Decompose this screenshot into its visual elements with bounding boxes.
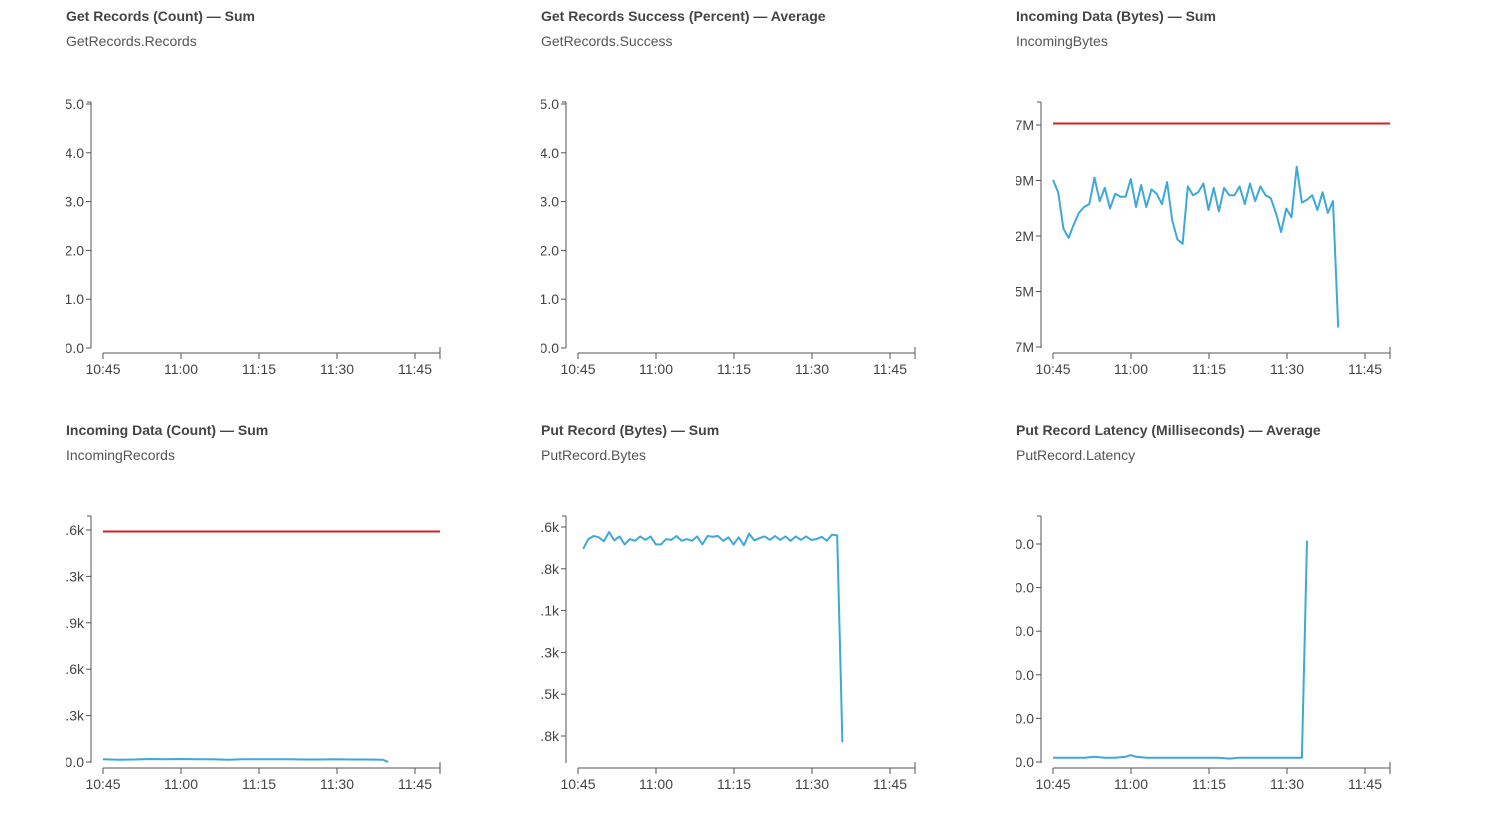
x-tick-label: 11:00	[639, 776, 673, 792]
y-tick-label: 390.6k	[66, 661, 85, 677]
y-tick-label: 39.1k	[541, 603, 560, 619]
chart-plot: 58.6k 48.8k 39.1k 29.3k 19.5k 9.8k 10:45 11:00 1…	[541, 414, 961, 819]
series-line	[103, 759, 388, 762]
chart-panel-get-records-success: Get Records Success (Percent) — Average …	[541, 0, 1011, 405]
y-tick-label: 1.0	[541, 291, 559, 307]
y-tick-label: 572.2M	[1016, 228, 1034, 244]
y-tick-label: 100.0	[1016, 667, 1034, 683]
y-tick-label: 0.0	[541, 340, 559, 356]
x-tick-label: 11:45	[1348, 776, 1382, 792]
y-tick-label: 50.0	[1016, 710, 1034, 726]
y-tick-label: 48.8k	[541, 561, 560, 577]
x-tick-label: 11:00	[164, 776, 198, 792]
chart-panel-incoming-bytes: Incoming Data (Bytes) — Sum IncomingByte…	[1016, 0, 1486, 405]
series-line	[583, 532, 842, 742]
y-tick-label: 150.0	[1016, 623, 1034, 639]
y-tick-label: 4.0	[66, 145, 84, 161]
x-tick-label: 11:30	[795, 776, 829, 792]
y-tick-label: 5.0	[541, 96, 559, 112]
x-tick-label: 10:45	[85, 776, 120, 792]
y-tick-label: 29.3k	[541, 644, 560, 660]
chart-plot: 5.0 4.0 3.0 2.0 1.0 0.010:45 11:00 11:15 11:30 11…	[541, 0, 961, 405]
y-tick-label: 250.0	[1016, 536, 1034, 552]
y-tick-label: 3.0	[541, 194, 559, 210]
y-tick-label: 200.0	[1016, 580, 1034, 596]
x-tick-label: 11:15	[1192, 361, 1226, 377]
x-tick-label: 10:45	[560, 361, 595, 377]
y-tick-label: 190.7M	[1016, 339, 1034, 355]
chart-panel-get-records-count: Get Records (Count) — Sum GetRecords.Rec…	[66, 0, 536, 405]
x-tick-label: 11:30	[1270, 776, 1304, 792]
chart-panel-put-record-latency: Put Record Latency (Milliseconds) — Aver…	[1016, 414, 1486, 819]
x-tick-label: 10:45	[1035, 776, 1070, 792]
x-tick-label: 11:30	[1270, 361, 1304, 377]
x-tick-label: 11:45	[398, 776, 432, 792]
x-tick-label: 11:15	[717, 776, 751, 792]
x-tick-label: 11:15	[242, 361, 276, 377]
x-tick-label: 11:45	[398, 361, 432, 377]
series-line	[1053, 541, 1307, 759]
chart-plot: 976.6k 781.3k 585.9k 390.6k 195.3k 0.010:45 11…	[66, 414, 486, 819]
chart-panel-incoming-records: Incoming Data (Count) — Sum IncomingReco…	[66, 414, 536, 819]
y-tick-label: 953.7M	[1016, 117, 1034, 133]
x-tick-label: 10:45	[1035, 361, 1070, 377]
x-tick-label: 11:15	[717, 361, 751, 377]
x-tick-label: 10:45	[85, 361, 120, 377]
x-tick-label: 11:00	[164, 361, 198, 377]
y-tick-label: 0.0	[1016, 754, 1034, 770]
x-tick-label: 11:45	[873, 361, 907, 377]
y-tick-label: 976.6k	[66, 522, 85, 538]
chart-plot: 250.0 200.0 150.0 100.0 50.0 0.010:45 11:00 11:…	[1016, 414, 1436, 819]
y-tick-label: 585.9k	[66, 615, 85, 631]
y-tick-label: 195.3k	[66, 708, 85, 724]
y-tick-label: 3.0	[66, 194, 84, 210]
y-tick-label: 762.9M	[1016, 173, 1034, 189]
x-tick-label: 11:30	[320, 776, 354, 792]
y-tick-label: 2.0	[66, 242, 84, 258]
x-tick-label: 11:15	[242, 776, 276, 792]
x-tick-label: 11:45	[873, 776, 907, 792]
x-tick-label: 11:00	[1114, 361, 1148, 377]
chart-panel-put-record-bytes: Put Record (Bytes) — Sum PutRecord.Bytes…	[541, 414, 1011, 819]
series-line	[1053, 167, 1338, 328]
x-tick-label: 10:45	[560, 776, 595, 792]
y-tick-label: 2.0	[541, 242, 559, 258]
y-tick-label: 19.5k	[541, 686, 560, 702]
chart-plot: 5.0 4.0 3.0 2.0 1.0 0.010:45 11:00 11:15 11:30 11…	[66, 0, 486, 405]
x-tick-label: 11:15	[1192, 776, 1226, 792]
y-tick-label: 1.0	[66, 291, 84, 307]
y-tick-label: 0.0	[66, 340, 84, 356]
y-tick-label: 781.3k	[66, 568, 85, 584]
x-tick-label: 11:30	[795, 361, 829, 377]
x-tick-label: 11:00	[639, 361, 673, 377]
y-tick-label: 4.0	[541, 145, 559, 161]
y-tick-label: 5.0	[66, 96, 84, 112]
y-tick-label: 9.8k	[541, 728, 560, 744]
x-tick-label: 11:45	[1348, 361, 1382, 377]
y-tick-label: 0.0	[66, 754, 84, 770]
y-tick-label: 58.6k	[541, 519, 560, 535]
x-tick-label: 11:00	[1114, 776, 1148, 792]
y-tick-label: 381.5M	[1016, 284, 1034, 300]
x-tick-label: 11:30	[320, 361, 354, 377]
